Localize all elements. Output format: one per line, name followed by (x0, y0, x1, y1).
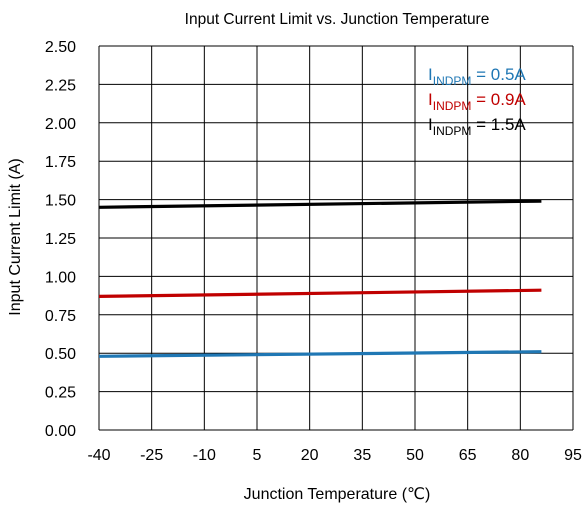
legend-main: I (428, 115, 433, 134)
legend-main: I (428, 90, 433, 109)
legend-subscript: INDPM (433, 99, 472, 113)
y-tick-label: 1.50 (45, 193, 76, 210)
x-tick-label: -10 (193, 447, 216, 464)
y-tick-label: 1.75 (45, 154, 76, 171)
x-tick-label: 20 (301, 447, 319, 464)
series-line-2 (98, 199, 542, 209)
chart-title: Input Current Limit vs. Junction Tempera… (185, 11, 490, 28)
legend-main: I (428, 65, 433, 84)
series-line-0 (98, 350, 542, 358)
series-line-1 (98, 288, 542, 298)
legend-entry-0: IINDPM = 0.5A (428, 65, 526, 88)
series-lines (98, 199, 542, 358)
legend-entry-2: IINDPM = 1.5A (428, 115, 526, 138)
y-tick-labels: 0.00 0.25 0.50 0.75 1.00 1.25 1.50 1.75 2.00 2.25… (45, 39, 76, 440)
y-tick-label: 2.50 (45, 39, 76, 56)
legend-subscript: INDPM (433, 74, 472, 88)
y-tick-label: 0.25 (45, 385, 76, 402)
y-tick-label: 0.50 (45, 346, 76, 363)
x-tick-label: 35 (353, 447, 371, 464)
y-tick-label: 0.00 (45, 423, 76, 440)
x-tick-label: 5 (253, 447, 262, 464)
y-axis-title: Input Current Limit (A) (7, 158, 24, 315)
legend-subscript: INDPM (433, 124, 472, 138)
y-tick-label: 2.00 (45, 116, 76, 133)
legend-suffix: = 1.5A (471, 115, 526, 134)
y-tick-label: 1.00 (45, 269, 76, 286)
y-tick-label: 0.75 (45, 308, 76, 325)
legend-suffix: = 0.9A (471, 90, 526, 109)
x-tick-label: 65 (459, 447, 477, 464)
y-tick-label: 2.25 (45, 77, 76, 94)
x-tick-label: -40 (87, 447, 110, 464)
x-tick-label: 80 (511, 447, 529, 464)
y-tick-label: 1.25 (45, 231, 76, 248)
x-tick-label: 50 (406, 447, 424, 464)
x-axis-title: Junction Temperature (℃) (244, 486, 431, 503)
x-tick-label: 95 (564, 447, 582, 464)
x-tick-label: -25 (140, 447, 163, 464)
x-tick-labels: -40 -25 -10 5 20 35 50 65 80 95 (87, 447, 582, 464)
legend-suffix: = 0.5A (471, 65, 526, 84)
legend-entry-1: IINDPM = 0.9A (428, 90, 526, 113)
